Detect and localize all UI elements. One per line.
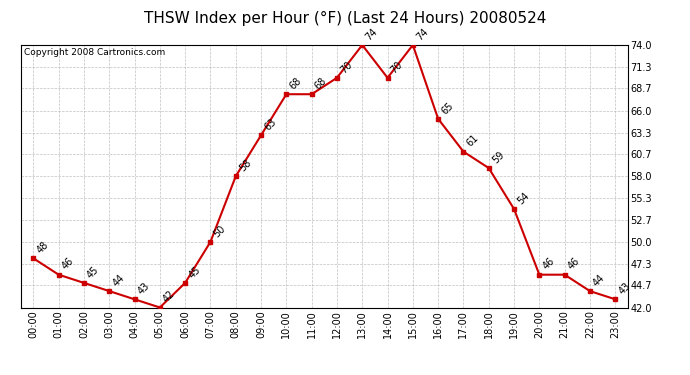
Text: 43: 43 <box>136 281 152 297</box>
Text: 68: 68 <box>288 76 304 92</box>
Text: THSW Index per Hour (°F) (Last 24 Hours) 20080524: THSW Index per Hour (°F) (Last 24 Hours)… <box>144 11 546 26</box>
Text: 44: 44 <box>110 273 126 288</box>
Text: 58: 58 <box>237 158 253 174</box>
Text: 46: 46 <box>566 256 582 272</box>
Text: 65: 65 <box>440 100 455 116</box>
Text: 46: 46 <box>541 256 556 272</box>
Text: 48: 48 <box>34 240 50 255</box>
Text: 45: 45 <box>86 264 101 280</box>
Text: 45: 45 <box>186 264 202 280</box>
Text: 44: 44 <box>591 273 607 288</box>
Text: 61: 61 <box>465 133 480 149</box>
Text: 68: 68 <box>313 76 328 92</box>
Text: 63: 63 <box>262 117 278 132</box>
Text: 54: 54 <box>515 190 531 206</box>
Text: 74: 74 <box>414 26 430 42</box>
Text: 70: 70 <box>389 59 405 75</box>
Text: 46: 46 <box>60 256 76 272</box>
Text: 43: 43 <box>617 281 632 297</box>
Text: 74: 74 <box>364 26 380 42</box>
Text: 70: 70 <box>338 59 354 75</box>
Text: 59: 59 <box>490 150 506 165</box>
Text: Copyright 2008 Cartronics.com: Copyright 2008 Cartronics.com <box>23 48 165 57</box>
Text: 42: 42 <box>161 289 177 305</box>
Text: 50: 50 <box>212 223 228 239</box>
